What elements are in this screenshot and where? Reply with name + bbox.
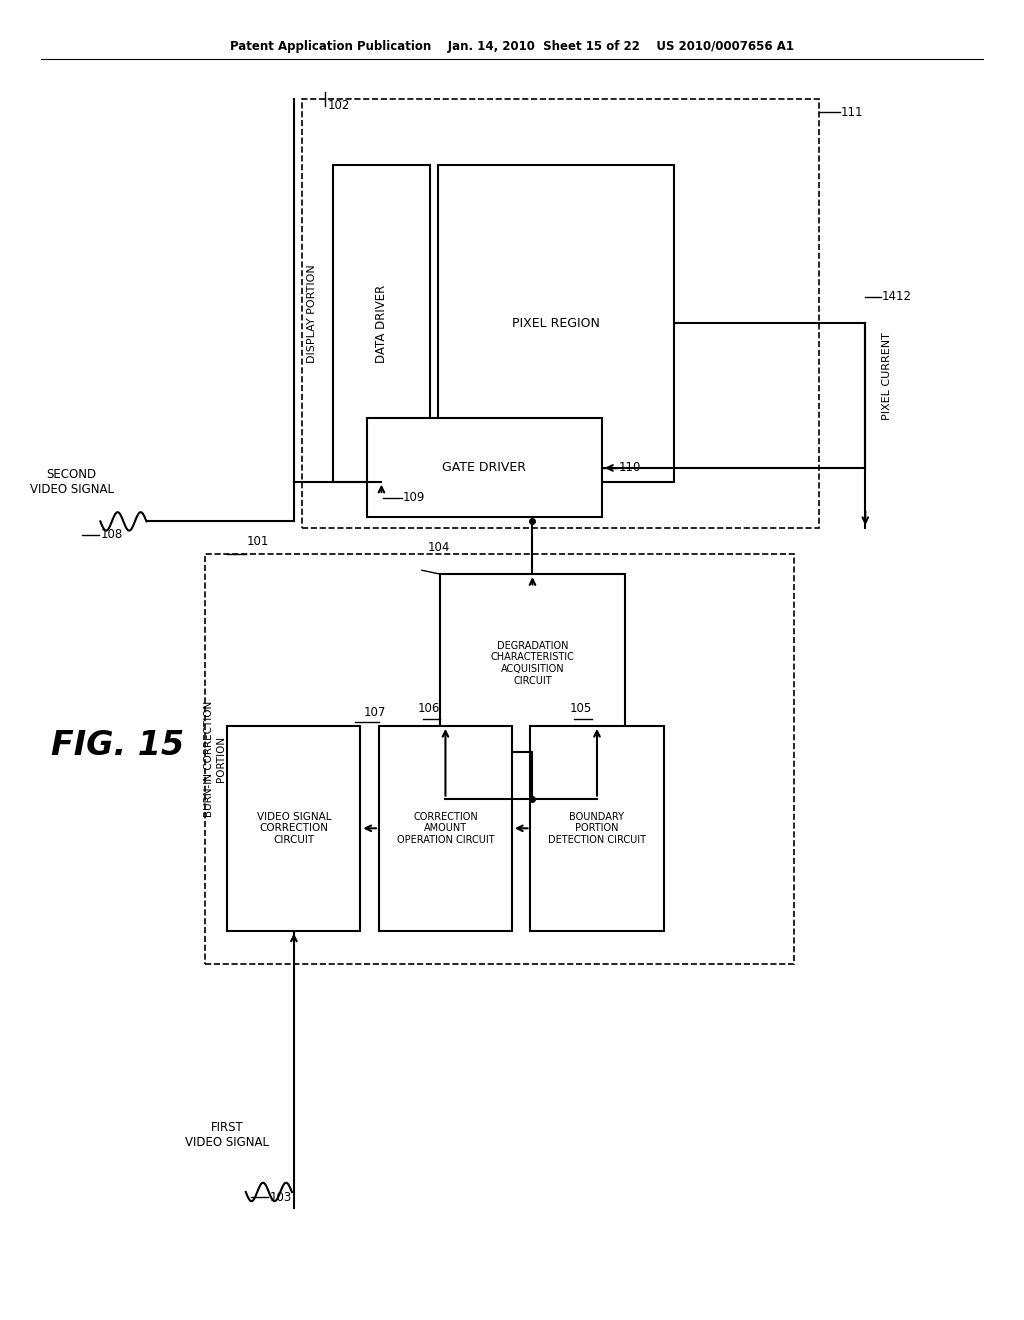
Text: BOUNDARY
PORTION
DETECTION CIRCUIT: BOUNDARY PORTION DETECTION CIRCUIT	[548, 812, 646, 845]
Text: 109: 109	[403, 491, 425, 504]
Bar	[333, 165, 430, 482]
Bar	[367, 418, 602, 517]
Text: 103: 103	[269, 1191, 292, 1204]
Text: 102: 102	[328, 99, 350, 112]
Text: 106: 106	[418, 702, 440, 715]
Text: Patent Application Publication    Jan. 14, 2010  Sheet 15 of 22    US 2010/00076: Patent Application Publication Jan. 14, …	[230, 40, 794, 53]
Text: BURN-IN CORRECTION
PORTION: BURN-IN CORRECTION PORTION	[204, 701, 226, 817]
Text: DATA DRIVER: DATA DRIVER	[375, 284, 388, 363]
Bar	[205, 554, 794, 964]
Text: SECOND
VIDEO SIGNAL: SECOND VIDEO SIGNAL	[30, 467, 114, 496]
Text: PIXEL REGION: PIXEL REGION	[512, 317, 600, 330]
Text: DISPLAY PORTION: DISPLAY PORTION	[307, 264, 317, 363]
Text: 107: 107	[364, 706, 386, 719]
Bar	[438, 165, 674, 482]
Text: 104: 104	[428, 541, 451, 554]
Text: 101: 101	[247, 535, 269, 548]
Text: VIDEO SIGNAL
CORRECTION
CIRCUIT: VIDEO SIGNAL CORRECTION CIRCUIT	[257, 812, 331, 845]
Text: GATE DRIVER: GATE DRIVER	[442, 462, 526, 474]
Text: 111: 111	[841, 106, 863, 119]
Bar	[440, 574, 625, 752]
Bar	[227, 726, 360, 931]
Text: FIG. 15: FIG. 15	[51, 729, 184, 762]
Text: PIXEL CURRENT: PIXEL CURRENT	[882, 333, 892, 420]
Text: FIRST
VIDEO SIGNAL: FIRST VIDEO SIGNAL	[185, 1121, 269, 1150]
Bar	[530, 726, 664, 931]
Text: 105: 105	[569, 702, 592, 715]
Bar	[302, 99, 819, 528]
Text: DEGRADATION
CHARACTERISTIC
ACQUISITION
CIRCUIT: DEGRADATION CHARACTERISTIC ACQUISITION C…	[490, 642, 574, 685]
Text: 108: 108	[100, 528, 123, 541]
Bar	[379, 726, 512, 931]
Text: 1412: 1412	[882, 290, 911, 304]
Text: CORRECTION
AMOUNT
OPERATION CIRCUIT: CORRECTION AMOUNT OPERATION CIRCUIT	[396, 812, 495, 845]
Text: 110: 110	[618, 462, 641, 474]
